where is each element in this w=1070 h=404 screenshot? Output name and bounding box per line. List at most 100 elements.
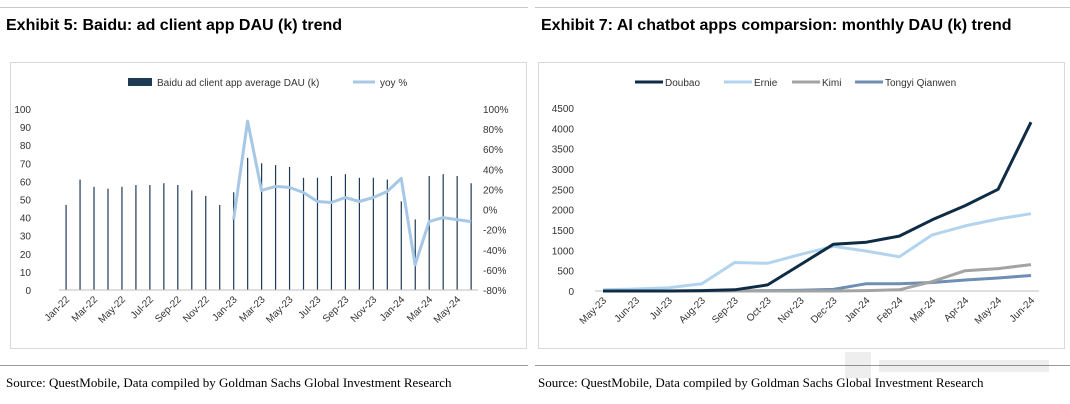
y-tick-label: 4000 (552, 124, 575, 135)
y-left-tick-label: 50 (20, 196, 32, 207)
x-tick-label: Mar-24 (405, 294, 435, 324)
y-right-tick-label: 100% (483, 105, 509, 116)
x-tick-label: May-22 (97, 294, 129, 326)
x-tick-label: Sep-23 (321, 294, 352, 325)
dau-bar (107, 188, 109, 290)
dau-bar (163, 183, 165, 290)
x-tick-label: Sep-23 (710, 295, 741, 326)
y-right-tick-label: -40% (483, 246, 506, 257)
dau-bar (344, 174, 347, 290)
x-tick-label: Nov-23 (349, 294, 380, 325)
x-tick-label: Apr-24 (942, 295, 971, 324)
exhibit-title: Exhibit 7: AI chatbot apps comparsion: m… (541, 17, 1012, 34)
dau-bar (205, 195, 207, 290)
bottom-rule (535, 365, 1070, 366)
dau-bar (177, 185, 179, 290)
dau-bar (372, 177, 374, 290)
dau-bar (330, 175, 333, 290)
x-tick-label: Feb-24 (875, 295, 905, 325)
dau-bar (93, 186, 95, 290)
y-left-tick-label: 90 (20, 123, 32, 134)
x-tick-label: May-23 (578, 295, 610, 327)
exhibit-5-panel: Exhibit 5: Baidu: ad client app DAU (k) … (0, 0, 528, 404)
legend-label-dau: Baidu ad client app average DAU (k) (157, 78, 319, 89)
dau-bar (428, 175, 430, 290)
y-right-tick-label: 80% (483, 125, 503, 136)
x-tick-label: May-24 (973, 295, 1005, 327)
chart-frame: Doubao Ernie Kimi Tongyi Qianwen 0 500 1000 150… (538, 62, 1065, 349)
y-right-tick-label: -60% (483, 266, 506, 277)
dau-bar (470, 183, 472, 290)
y-left-tick-label: 80 (20, 141, 32, 152)
x-tick-label: Mar-23 (237, 294, 267, 324)
x-tick-label: Nov-23 (776, 295, 807, 326)
exhibit-title: Exhibit 5: Baidu: ad client app DAU (k) … (6, 17, 343, 34)
yoy-line (232, 119, 472, 267)
y-left-tick-label: 60 (20, 177, 32, 188)
dau-bar (261, 163, 263, 290)
y-left-tick-label: 0 (25, 286, 31, 297)
source-note: Source: QuestMobile, Data compiled by Go… (6, 375, 452, 390)
source-note: Source: QuestMobile, Data compiled by Go… (538, 375, 984, 390)
y-left-tick-label: 40 (20, 214, 32, 225)
legend-swatch-dau (128, 78, 152, 86)
y-tick-label: 0 (568, 287, 574, 298)
dau-bar (65, 204, 67, 290)
x-tick-label: Aug-23 (677, 295, 708, 326)
x-tick-label: Jul-23 (648, 295, 675, 322)
baidu-dau-chart: Baidu ad client app average DAU (k) yoy %… (14, 78, 509, 326)
x-tick-label: Jan-24 (378, 294, 408, 324)
x-tick-label: Jan-23 (210, 294, 240, 324)
dau-bar (191, 190, 193, 290)
y-right-tick-label: 40% (483, 165, 503, 176)
x-tick-label: Jan-24 (843, 295, 873, 325)
x-tick-label: May-24 (432, 294, 464, 326)
exhibit-7-panel: Exhibit 7: AI chatbot apps comparsion: m… (535, 0, 1070, 404)
y-right-tick-label: 20% (483, 185, 503, 196)
y-right-tick-label: -80% (483, 286, 506, 297)
dau-bar (442, 174, 444, 290)
series-line-ernie (602, 212, 1032, 292)
chart-frame: Baidu ad client app average DAU (k) yoy %… (10, 62, 527, 349)
dau-bar (247, 157, 249, 290)
dau-bar (414, 219, 416, 290)
legend-label: Doubao (665, 78, 700, 89)
y-tick-label: 500 (557, 267, 574, 278)
series-line-doubao (603, 121, 1033, 293)
x-tick-label: Jun-24 (1008, 295, 1038, 325)
bottom-rule (0, 365, 528, 366)
title-rule (535, 7, 1070, 8)
x-tick-label: Oct-23 (745, 295, 774, 324)
y-tick-label: 2500 (552, 185, 575, 196)
legend: Doubao Ernie Kimi Tongyi Qianwen (635, 78, 956, 89)
x-tick-label: Jun-23 (613, 295, 643, 325)
y-tick-label: 1500 (552, 226, 575, 237)
x-tick-label: Mar-24 (908, 295, 938, 325)
y-left-tick-label: 70 (20, 159, 32, 170)
x-tick-label: Sep-22 (153, 294, 184, 325)
y-left-tick-label: 10 (20, 268, 32, 279)
watermark-logo (845, 352, 1049, 378)
dau-bar (288, 166, 291, 290)
legend-label: Ernie (754, 78, 778, 89)
dau-bar (233, 192, 235, 290)
title-rule (0, 7, 528, 8)
dau-bar (135, 185, 137, 290)
dau-bar (149, 185, 151, 290)
y-tick-label: 3500 (552, 145, 575, 156)
y-right-tick-label: 60% (483, 145, 503, 156)
x-tick-label: Dec-23 (809, 295, 840, 326)
dau-bar (316, 177, 319, 290)
chatbot-dau-chart: Doubao Ernie Kimi Tongyi Qianwen 0 500 1000 150… (552, 78, 1039, 327)
dau-bar (302, 177, 305, 290)
y-left-tick-label: 30 (20, 232, 32, 243)
dau-bar (219, 204, 221, 290)
dau-bar (386, 179, 388, 290)
y-right-tick-label: -20% (483, 226, 506, 237)
y-left-tick-label: 20 (20, 250, 32, 261)
y-tick-label: 2000 (552, 206, 575, 217)
dau-bar (121, 186, 123, 290)
legend-label-yoy: yoy % (380, 78, 407, 89)
y-tick-label: 4500 (552, 104, 575, 115)
y-right-tick-label: 0% (483, 206, 498, 217)
